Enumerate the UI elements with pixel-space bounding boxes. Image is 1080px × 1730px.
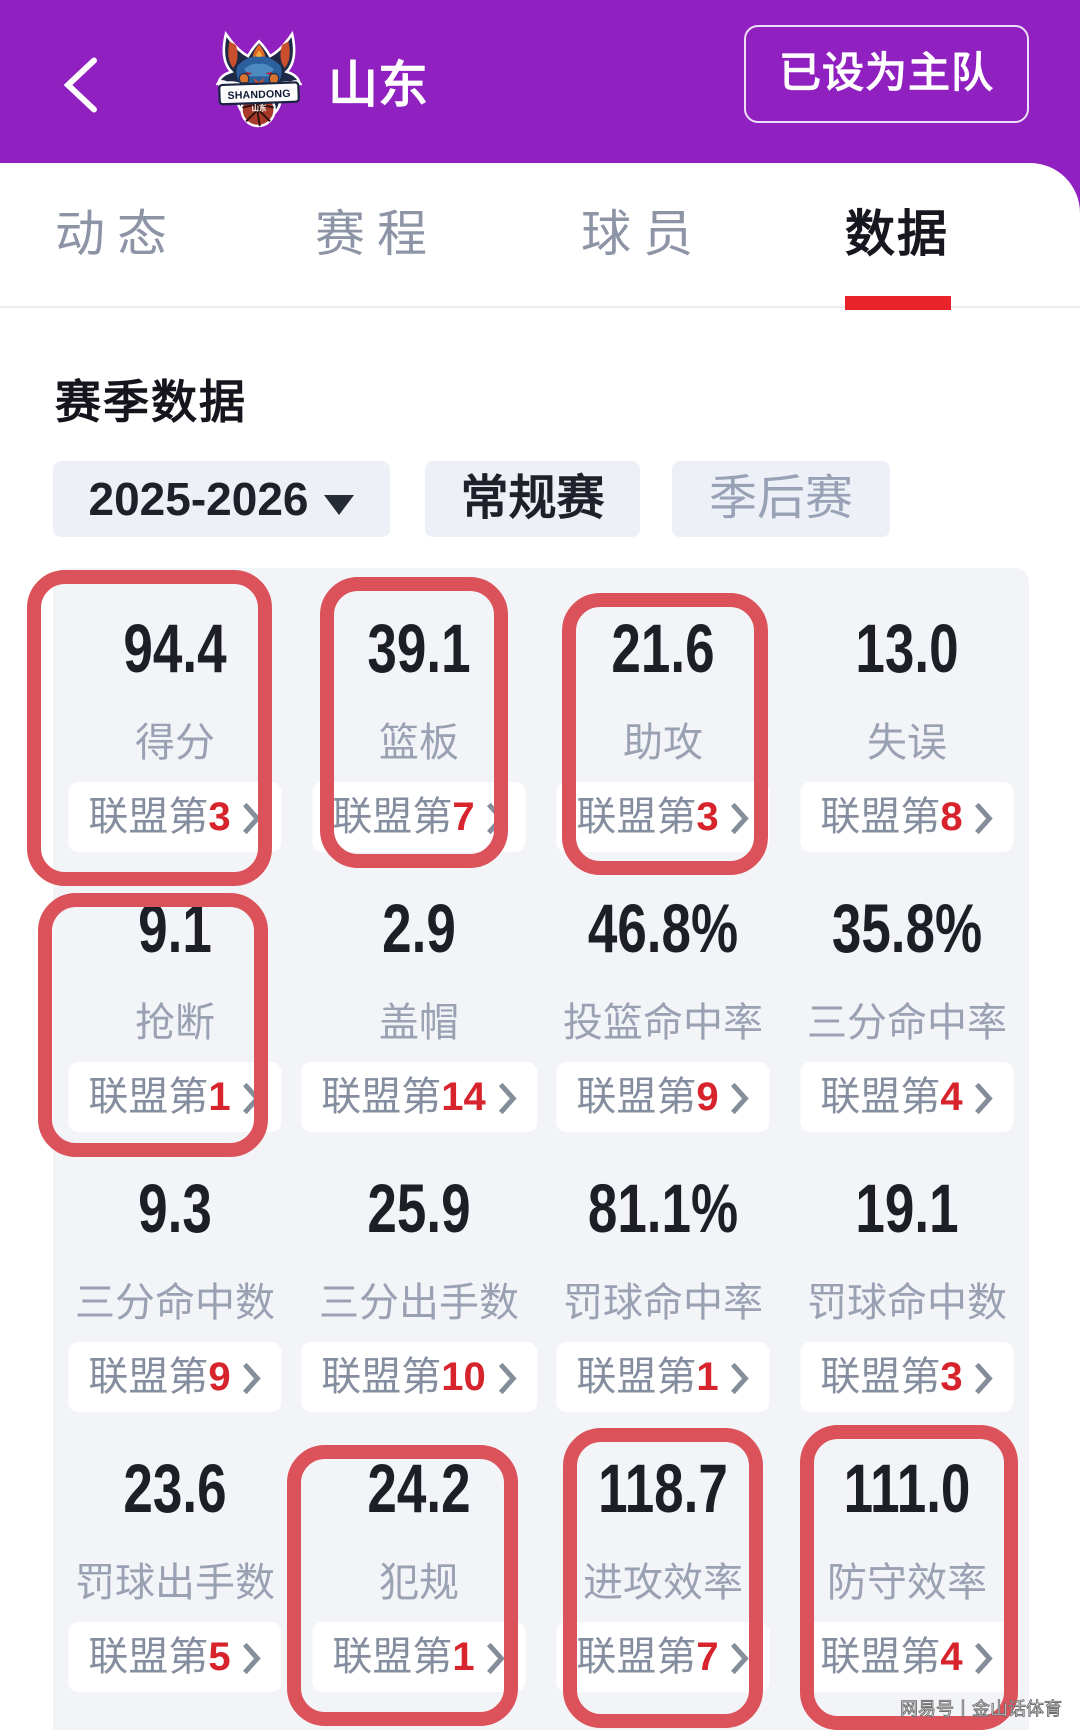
- svg-text:SHANDONG: SHANDONG: [227, 88, 291, 102]
- svg-text:山东: 山东: [252, 103, 267, 112]
